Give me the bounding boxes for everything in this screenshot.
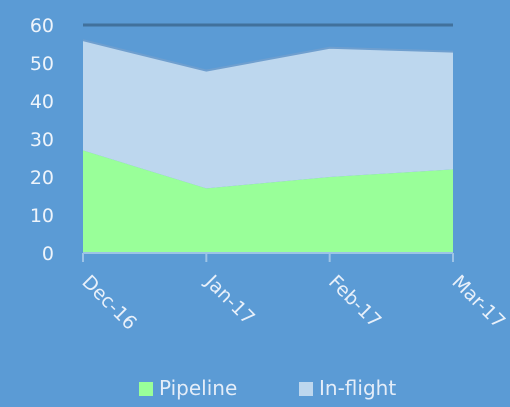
area-in-flight	[83, 40, 453, 189]
y-tick-label: 0	[42, 243, 54, 265]
y-tick-label: 60	[30, 15, 54, 37]
legend: Pipeline In-flight	[139, 376, 396, 400]
y-tick-label: 20	[30, 167, 54, 189]
legend-swatch	[139, 382, 153, 396]
x-tick-label: Jan-17	[200, 270, 259, 329]
legend-swatch	[299, 382, 313, 396]
y-tick-label: 40	[30, 91, 54, 113]
y-tick-label: 30	[30, 129, 54, 151]
stack-top-edge	[82, 39, 454, 72]
plot-area	[82, 23, 454, 253]
y-tick-label: 50	[30, 53, 54, 75]
x-tick-label: Feb-17	[324, 271, 385, 332]
x-tick-label: Mar-17	[447, 271, 509, 333]
area-pipeline	[83, 150, 453, 253]
y-tick-label: 10	[30, 205, 54, 227]
legend-label: In-flight	[319, 376, 396, 400]
x-tick-label: Dec-16	[77, 271, 141, 335]
legend-label: Pipeline	[159, 376, 237, 400]
